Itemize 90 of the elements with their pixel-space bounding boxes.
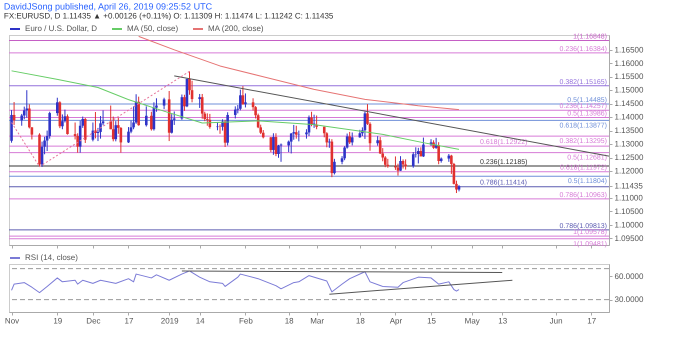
y-tick-label: 1.09500	[614, 234, 644, 243]
candlestick	[144, 106, 148, 128]
candlestick	[310, 111, 313, 127]
candlestick	[239, 89, 242, 111]
legend-label: MA (200, close)	[208, 24, 264, 33]
candlestick	[399, 156, 402, 172]
y-tick-label: 1.10500	[614, 206, 644, 216]
candlestick	[280, 143, 282, 162]
y-tick-label: 1.12000	[614, 166, 644, 176]
x-tick-label: 14	[196, 316, 206, 326]
candlestick	[114, 120, 118, 142]
candlestick	[328, 138, 331, 148]
line-series	[11, 270, 460, 294]
candlestick	[242, 86, 244, 106]
candlestick	[270, 136, 272, 153]
x-tick-label: 17	[587, 316, 597, 326]
x-tick-label: 19	[53, 316, 63, 326]
candlestick	[12, 102, 16, 126]
x-tick-label: 18	[356, 316, 366, 326]
candlestick	[244, 92, 247, 108]
candlestick	[277, 144, 280, 158]
x-tick-label: Nov	[4, 316, 20, 326]
y-tick-label: 1.13000	[614, 140, 644, 149]
candlestick	[206, 112, 209, 126]
candlestick	[294, 125, 298, 140]
candlestick	[402, 158, 404, 170]
candlestick	[200, 93, 204, 120]
candlestick	[56, 97, 59, 116]
candlestick	[61, 114, 64, 130]
candlestick	[92, 122, 94, 142]
candlestick	[420, 146, 422, 157]
y-tick-label: 1.14000	[614, 112, 644, 122]
y-tick-label: 30.0000	[614, 295, 644, 304]
candlestick	[150, 111, 153, 132]
candlestick	[417, 147, 420, 164]
x-tick-label: 2019	[160, 316, 180, 326]
y-tick-label: 1.16000	[614, 58, 644, 68]
candlestick	[412, 152, 415, 168]
candlestick	[422, 137, 425, 158]
candlestick	[308, 115, 310, 136]
candlestick	[218, 124, 222, 134]
candlestick	[234, 106, 237, 119]
legend-label: MA (50, close)	[127, 24, 178, 33]
x-tick-label: May	[464, 316, 480, 326]
candlestick	[274, 132, 278, 157]
candlestick	[350, 132, 354, 146]
line-series	[138, 36, 460, 110]
candlestick	[180, 94, 184, 120]
candlestick	[66, 114, 69, 136]
x-tick-label: Jun	[550, 316, 563, 326]
y-tick-label: 1.11000	[614, 193, 644, 202]
chart-title: DavidJSong published, April 26, 2019 09:25:52 UTC	[4, 2, 213, 12]
x-tick-label: 15	[427, 316, 437, 326]
x-tick-label: Mar	[310, 316, 324, 326]
candlestick	[78, 120, 82, 154]
candlestick	[162, 97, 166, 110]
candlestick	[183, 94, 186, 112]
y-tick-label: 1.15000	[614, 86, 644, 95]
candlestick	[152, 102, 156, 132]
y-tick-label: 1.16500	[614, 45, 644, 54]
candlestick	[364, 111, 366, 140]
x-tick-label: Dec	[86, 316, 101, 326]
x-tick-label: 17	[124, 316, 134, 326]
legend-label: Euro / U.S. Dollar, D	[25, 24, 98, 33]
candlestick	[198, 93, 201, 108]
candlestick	[25, 90, 28, 118]
candlestick	[404, 158, 407, 170]
candlestick	[437, 142, 440, 165]
y-tick-label: 1.12500	[614, 153, 644, 162]
candlestick	[348, 131, 351, 145]
x-tick-label: Apr	[390, 316, 402, 326]
y-tick-label: 1.10000	[614, 220, 644, 230]
y-tick-label: 1.13500	[614, 126, 644, 136]
x-tick-label: 18	[284, 316, 294, 326]
candlestick	[272, 132, 275, 156]
candlestick	[84, 117, 87, 144]
candlestick	[170, 114, 174, 134]
x-tick-label: 13	[498, 316, 508, 326]
chart-subtitle: FX:EURUSD, D 1.11435 ▲ +0.00126 (+0.11%) O: 1.11309 H: 1.11474 L: 1.11242 C: 1.11435	[4, 12, 334, 20]
y-tick-label: 1.15500	[614, 72, 644, 82]
candlestick	[58, 100, 62, 129]
legend-label: RSI (14, close)	[25, 253, 78, 262]
candlestick	[333, 158, 336, 175]
y-tick-label: 60.0000	[614, 272, 644, 281]
candlestick	[224, 119, 226, 148]
x-tick-label: Feb	[239, 316, 254, 326]
y-tick-label: 1.11435	[614, 182, 644, 191]
y-tick-label: 1.14500	[614, 99, 644, 108]
candlestick	[40, 141, 44, 168]
line-series	[11, 70, 460, 150]
